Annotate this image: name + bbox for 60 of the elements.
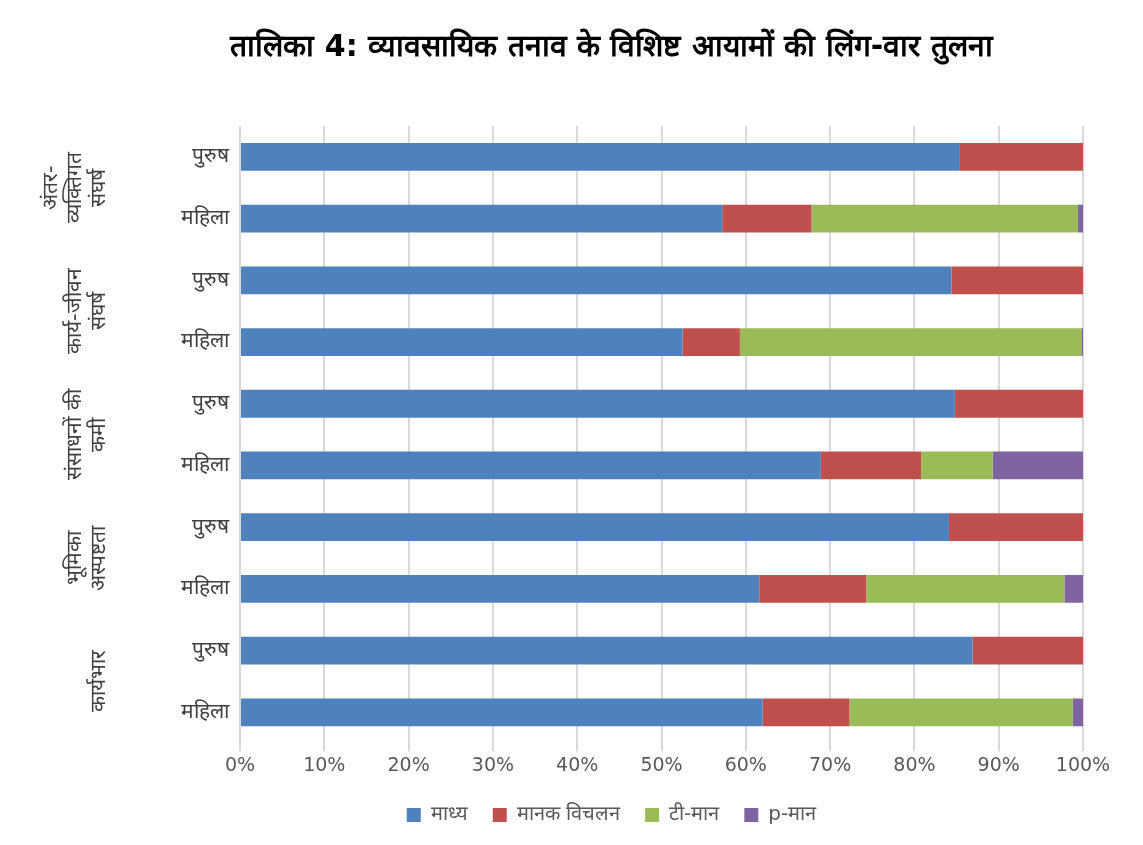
y-tick-label: महिला: [181, 698, 230, 723]
bar: [241, 389, 955, 418]
y-tick-label: पुरुष: [192, 637, 230, 663]
bar: [972, 636, 1083, 665]
bar: [682, 328, 740, 356]
bar: [241, 266, 952, 295]
y-tick-label: पुरुष: [192, 513, 230, 539]
legend-label: मानक विचलन: [516, 801, 622, 826]
y-tick-label: महिला: [181, 575, 230, 600]
bar: [866, 575, 1065, 603]
bar: [739, 328, 1082, 356]
bar: [811, 204, 1078, 233]
x-tick-label: 50%: [640, 752, 683, 775]
y-tick-label: पुरुष: [192, 390, 230, 416]
bar: [241, 451, 821, 480]
bar: [948, 513, 1083, 542]
text: अंतर-व्यक्तिगत संघर्ष: [38, 151, 111, 224]
text: संसाधनों की कमी: [62, 388, 111, 480]
legend-label: टी-मान: [669, 801, 721, 826]
text: कार्य-जीवन संघर्ष: [62, 268, 111, 354]
bar: [762, 698, 850, 727]
x-tick-label: 40%: [556, 752, 599, 775]
y-tick-label: महिला: [181, 205, 230, 230]
text: कार्यभार: [86, 650, 111, 713]
bar: [954, 389, 1083, 418]
bar: [722, 204, 812, 233]
bar: [241, 142, 960, 171]
text: भूमिका अस्पष्टता: [62, 524, 111, 591]
bar: [241, 698, 763, 727]
x-tick-label: 20%: [387, 752, 430, 775]
y-tick-label: महिला: [181, 451, 230, 476]
x-tick-label: 10%: [303, 752, 346, 775]
x-tick-label: 0%: [224, 752, 256, 775]
x-tick-label: 60%: [724, 752, 767, 775]
bar: [241, 575, 760, 603]
bar: [1064, 575, 1083, 603]
bar: [241, 513, 949, 542]
bar: [759, 575, 867, 603]
x-tick-label: 90%: [977, 752, 1020, 775]
x-tick-label: 30%: [471, 752, 515, 775]
x-tick-label: 80%: [893, 752, 936, 775]
y-tick-label: पुरुष: [192, 266, 230, 292]
bar: [992, 451, 1083, 480]
y-tick-label: महिला: [181, 328, 230, 353]
legend-label: p-मान: [768, 801, 818, 826]
legend-label: माध्य: [430, 801, 468, 826]
chart-title: तालिका 4: व्यावसायिक तनाव के विशिष्ट आयामों की लिंग-वार तुलना: [229, 27, 994, 65]
bar: [959, 142, 1083, 171]
bar: [849, 698, 1073, 727]
bar: [820, 451, 922, 480]
bar: [951, 266, 1083, 295]
x-tick-label: 100%: [1055, 752, 1111, 775]
bar: [1072, 698, 1083, 727]
bar: [241, 328, 683, 356]
bar: [1077, 204, 1083, 233]
bar: [921, 451, 993, 480]
x-tick-label: 70%: [808, 752, 852, 775]
bar: [241, 204, 723, 233]
y-tick-label: पुरुष: [192, 143, 230, 169]
bar: [241, 636, 973, 665]
